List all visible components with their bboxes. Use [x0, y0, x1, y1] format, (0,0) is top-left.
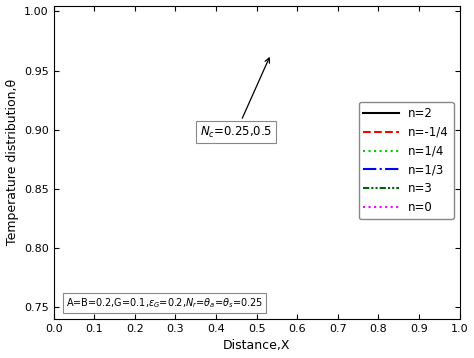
Text: $N_c$=0.25,0.5: $N_c$=0.25,0.5 [200, 58, 272, 140]
Y-axis label: Temperature distribution,θ: Temperature distribution,θ [6, 79, 18, 245]
Legend: n=2, n=-1/4, n=1/4, n=1/3, n=3, n=0: n=2, n=-1/4, n=1/4, n=1/3, n=3, n=0 [359, 102, 454, 219]
Text: A=B=0.2,G=0.1,$\varepsilon_G$=0.2,$N_r$=$\theta_a$=$\theta_s$=0.25: A=B=0.2,G=0.1,$\varepsilon_G$=0.2,$N_r$=… [66, 296, 263, 310]
X-axis label: Distance,X: Distance,X [223, 339, 291, 352]
